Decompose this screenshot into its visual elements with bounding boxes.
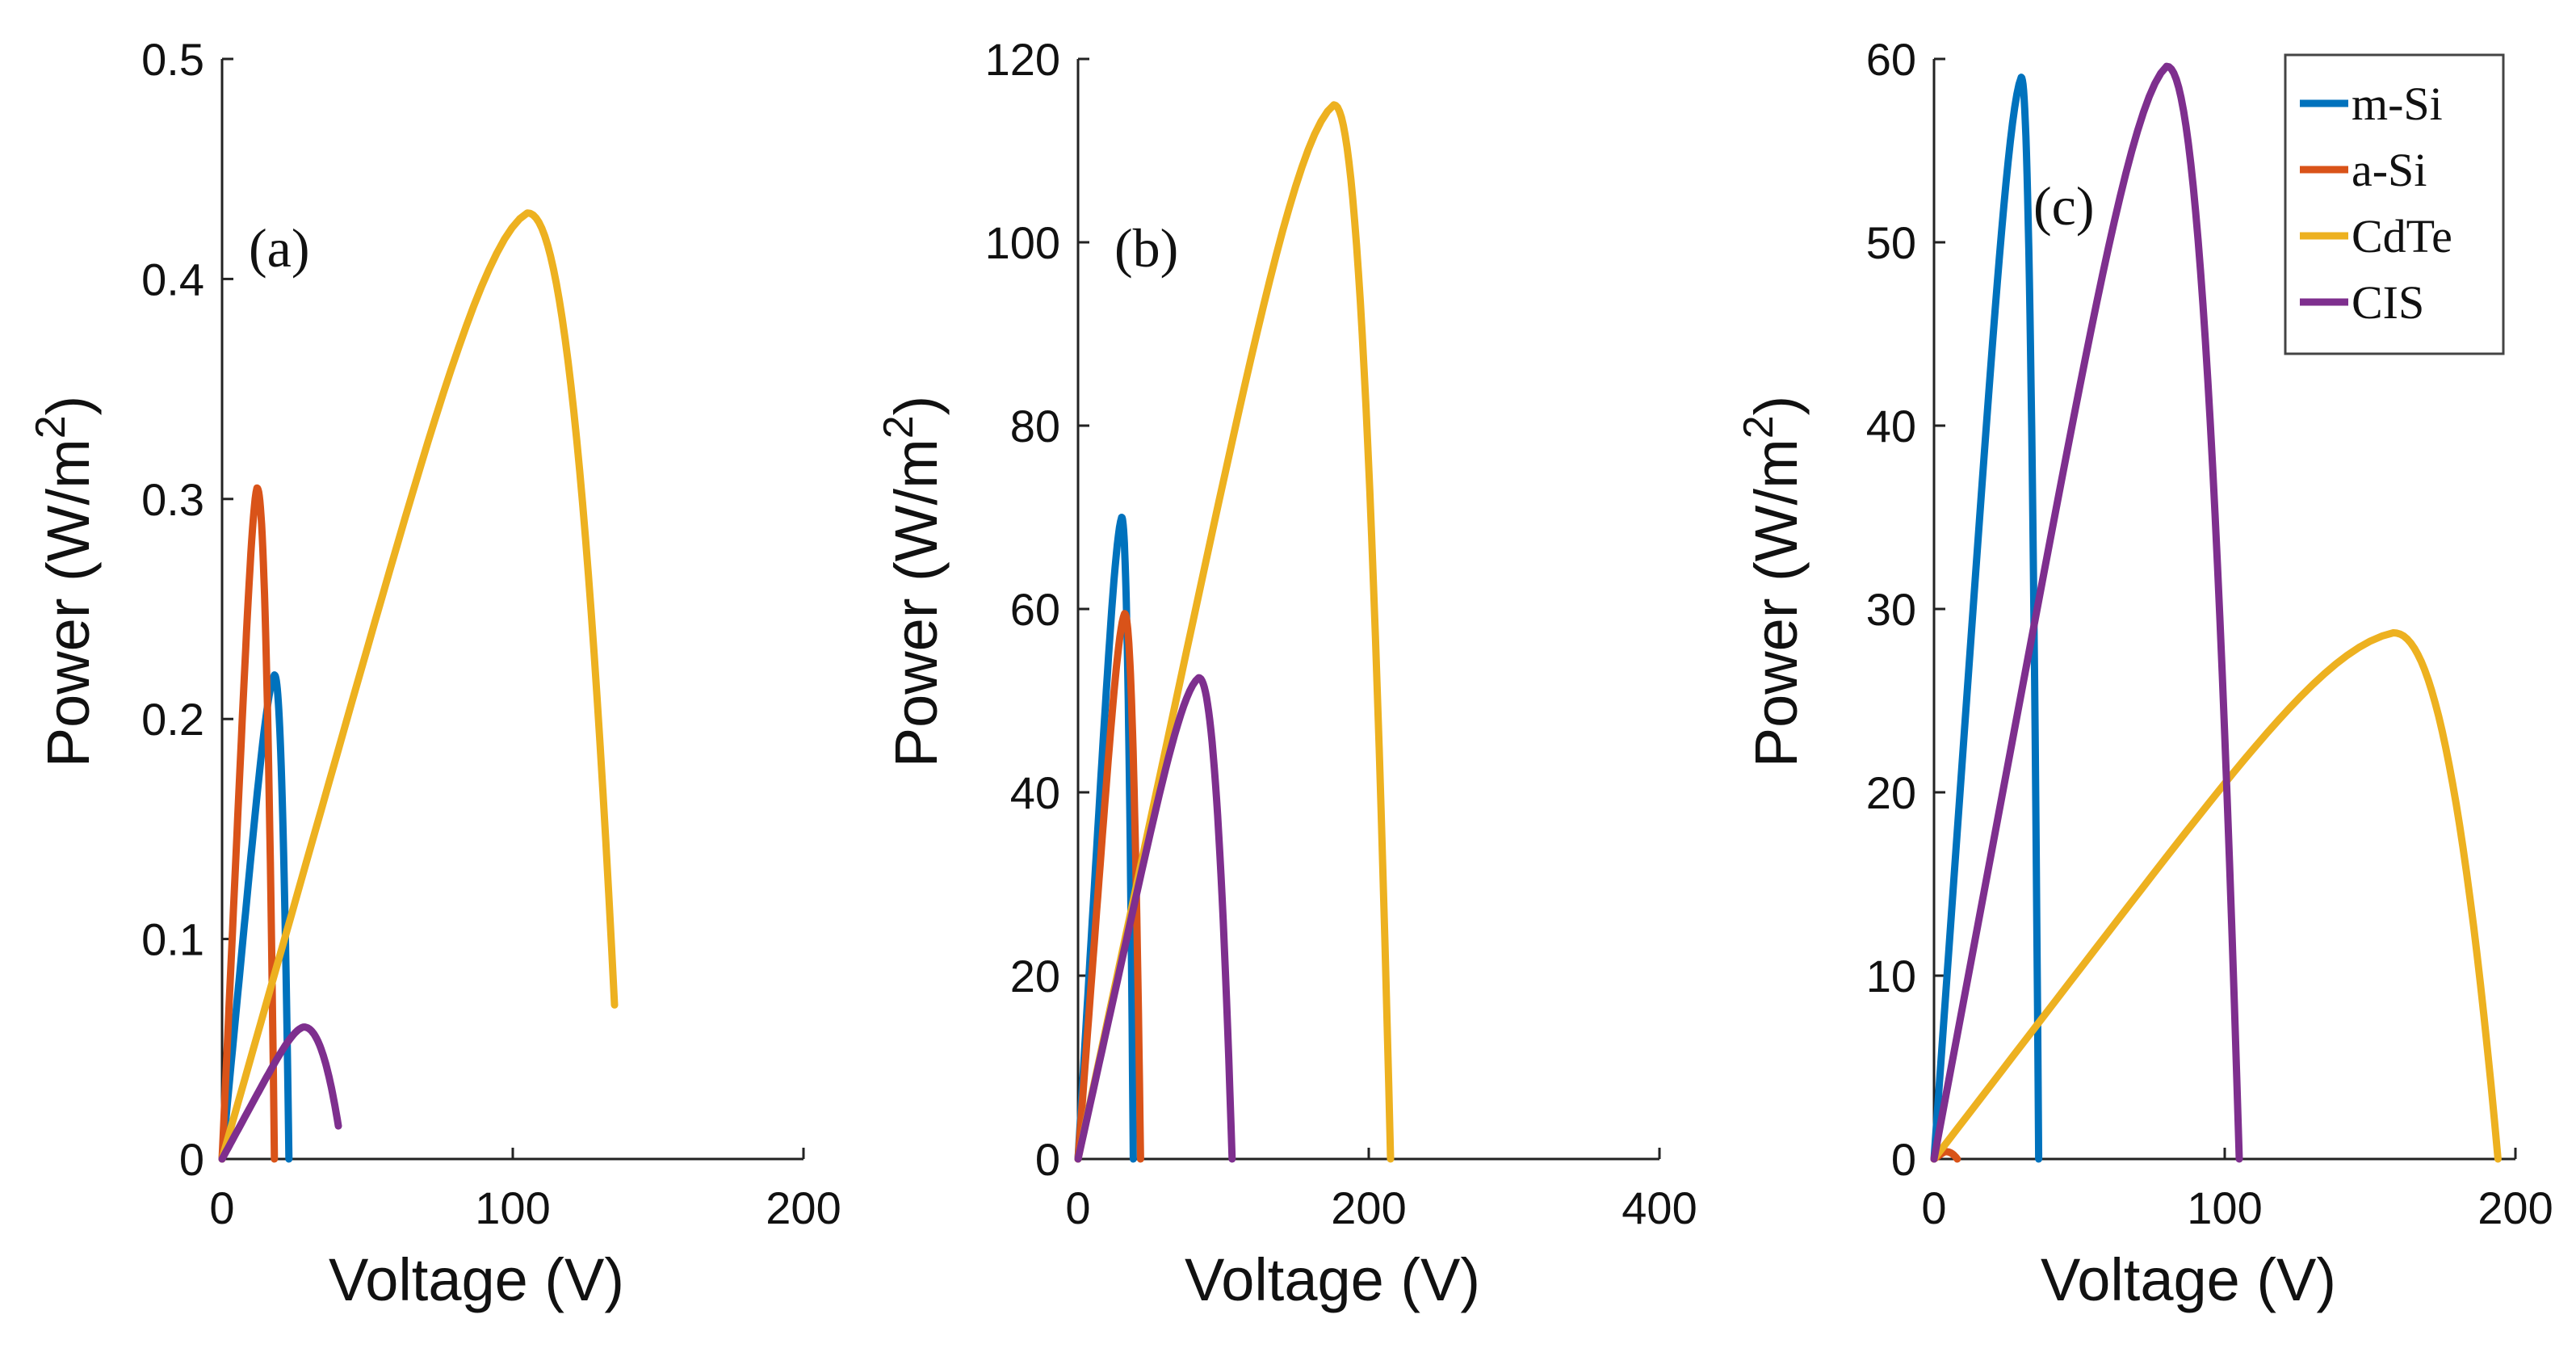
panel-a-xtick-label: 100 xyxy=(475,1182,550,1233)
legend-entry-a-si: a-Si xyxy=(2300,144,2427,196)
panel-a-ylabel-end: ) xyxy=(35,396,102,416)
panel-c-ytick-label: 10 xyxy=(1866,951,1916,1002)
panel-c-label: (c) xyxy=(2033,175,2094,237)
panel-b-series-cis xyxy=(1074,674,1236,1163)
panel-c: 0 10 20 30 40 50 60 0 100 200 (c) Voltage (V) Pow… xyxy=(1735,34,2553,1313)
panel-c-xtick-label: 200 xyxy=(2477,1182,2553,1233)
panel-a-series-cis xyxy=(218,1023,342,1163)
legend-entry-cdte: CdTe xyxy=(2300,210,2452,262)
panel-b: 0 20 40 60 80 100 120 0 200 400 (b) Voltage (V) P… xyxy=(875,34,1697,1313)
panel-b-ylabel-sup: 2 xyxy=(875,415,922,439)
panel-b-ytick-label: 120 xyxy=(985,34,1060,85)
panel-a-ylabel-sup: 2 xyxy=(27,415,74,439)
panel-b-ylabel-main: Power (W/m xyxy=(883,439,950,767)
panel-b-ylabel: Power (W/m2) xyxy=(875,396,950,768)
panel-a-label: (a) xyxy=(249,217,309,279)
panel-c-series-m-si xyxy=(1930,73,2043,1163)
panel-a-ytick-label: 0.3 xyxy=(141,474,204,525)
panel-a-ytick-label: 0.1 xyxy=(141,914,204,965)
panel-c-series xyxy=(1930,62,2502,1163)
panel-c-xtick-label: 100 xyxy=(2187,1182,2262,1233)
panel-a-series xyxy=(218,209,619,1163)
panel-a-series-a-si xyxy=(218,484,279,1163)
panel-b-ytick-label: 20 xyxy=(1010,951,1060,1002)
panel-a-series-cdte xyxy=(218,209,619,1163)
panel-b-series-a-si xyxy=(1074,610,1144,1163)
panel-c-xtick-label: 0 xyxy=(1921,1182,1946,1233)
panel-b-ylabel-end: ) xyxy=(883,396,950,416)
panel-c-xlabel: Voltage (V) xyxy=(2041,1246,2336,1313)
panel-b-ticks: 0 20 40 60 80 100 120 0 200 400 xyxy=(985,34,1697,1233)
panel-c-ytick-label: 0 xyxy=(1891,1134,1916,1185)
panel-b-xtick-label: 200 xyxy=(1331,1182,1406,1233)
panel-a-ytick-label: 0.4 xyxy=(141,254,204,304)
panel-b-xlabel: Voltage (V) xyxy=(1185,1246,1480,1313)
panel-c-ytick-label: 30 xyxy=(1866,584,1916,635)
panel-a-ticks: 0 0.1 0.2 0.3 0.4 0.5 0 100 200 xyxy=(141,34,841,1233)
panel-b-ytick-label: 40 xyxy=(1010,767,1060,818)
legend-entry-m-si: m-Si xyxy=(2300,78,2443,130)
panel-b-ytick-label: 100 xyxy=(985,217,1060,268)
panel-a-xtick-label: 200 xyxy=(766,1182,841,1233)
panel-a-ylabel-main: Power (W/m xyxy=(35,439,102,767)
panel-a-ytick-label: 0 xyxy=(179,1134,204,1185)
panel-b-ytick-label: 0 xyxy=(1035,1134,1060,1185)
panel-b-label: (b) xyxy=(1114,217,1178,279)
panel-c-ytick-label: 20 xyxy=(1866,767,1916,818)
panel-a-xlabel: Voltage (V) xyxy=(329,1246,624,1313)
panel-c-ytick-label: 40 xyxy=(1866,401,1916,451)
panel-c-ticks: 0 10 20 30 40 50 60 0 100 200 xyxy=(1866,34,2553,1233)
panel-a-xtick-label: 0 xyxy=(209,1182,234,1233)
legend-label-m-si: m-Si xyxy=(2352,78,2443,130)
panel-a: 00.10.20.30.40.50 100 200 (a) Voltage (V) … xyxy=(27,34,841,1313)
panel-c-ylabel-main: Power (W/m xyxy=(1743,439,1810,767)
panel-c-ylabel: Power (W/m2) xyxy=(1735,396,1810,768)
panel-c-ylabel-end: ) xyxy=(1743,396,1810,416)
legend-label-cis: CIS xyxy=(2352,276,2424,329)
panel-c-ytick-label: 60 xyxy=(1866,34,1916,85)
panel-c-ylabel-sup: 2 xyxy=(1735,415,1782,439)
legend-label-a-si: a-Si xyxy=(2352,144,2427,196)
panel-b-series xyxy=(1074,101,1395,1163)
panel-c-ytick-label: 50 xyxy=(1866,217,1916,268)
panel-c-series-cdte xyxy=(1930,629,2502,1163)
panel-a-ylabel: Power (W/m2) xyxy=(27,396,102,768)
legend: m-Si a-Si CdTe CIS xyxy=(2284,53,2505,355)
panel-a-ytick-label: 0.5 xyxy=(141,34,204,85)
legend-label-cdte: CdTe xyxy=(2352,210,2452,262)
panel-b-xtick-label: 0 xyxy=(1065,1182,1090,1233)
panel-b-xtick-label: 400 xyxy=(1622,1182,1697,1233)
panel-b-ytick-label: 60 xyxy=(1010,584,1060,635)
panel-b-ytick-label: 80 xyxy=(1010,401,1060,451)
panel-c-series-cis xyxy=(1930,62,2243,1163)
panel-a-ytick-label: 0.2 xyxy=(141,694,204,745)
legend-entry-cis: CIS xyxy=(2300,276,2424,329)
